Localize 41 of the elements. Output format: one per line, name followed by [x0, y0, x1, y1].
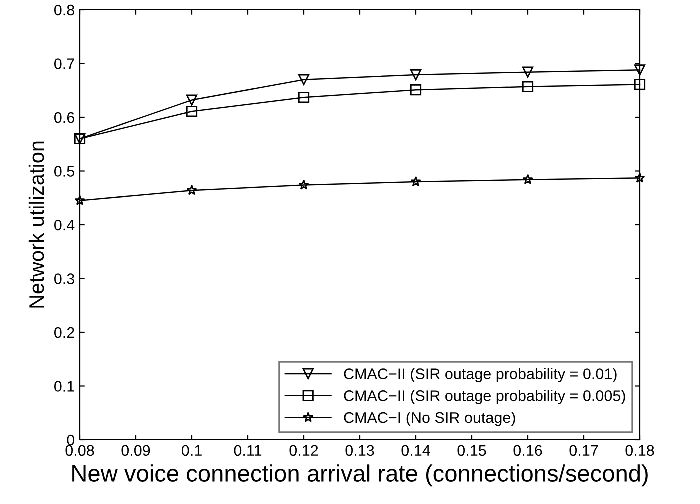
point	[634, 64, 646, 76]
point	[522, 66, 534, 78]
point	[634, 172, 646, 183]
x-tick-label: 0.08	[66, 445, 94, 456]
y-axis-title: Network utilization	[28, 142, 44, 308]
y-tick-label: 0.1	[54, 381, 74, 392]
point	[298, 92, 310, 104]
y-tick-label: 0.3	[54, 274, 74, 284]
y-tick-label: 0.5	[54, 166, 74, 177]
point	[298, 74, 310, 86]
point	[186, 185, 198, 196]
y-tick-label: 0.8	[54, 4, 74, 16]
legend-label: CMAC−I (No SIR outage)	[344, 412, 516, 426]
x-tick-label: 0.18	[626, 445, 654, 456]
legend-label: CMAC−II (SIR outage probability = 0.01)	[344, 368, 617, 382]
point	[634, 79, 646, 90]
x-tick-label: 0.15	[458, 445, 486, 456]
y-tick-label: 0.7	[54, 58, 74, 70]
x-tick-label: 0.16	[514, 445, 542, 456]
x-tick-label: 0.1	[182, 445, 202, 456]
point	[186, 94, 198, 106]
point	[522, 174, 534, 184]
point	[522, 81, 534, 92]
point	[74, 195, 86, 206]
y-tick-label: 0.2	[54, 327, 74, 338]
point	[186, 106, 198, 118]
x-axis-title: New voice connection arrival rate (connections/second)	[72, 464, 648, 487]
point	[298, 180, 310, 190]
x-tick-label: 0.13	[346, 445, 374, 456]
y-tick-label: 0	[67, 434, 75, 446]
x-tick-label: 0.17	[570, 445, 598, 456]
point	[410, 176, 422, 187]
x-tick-label: 0.14	[402, 445, 430, 456]
point	[410, 84, 422, 96]
x-tick-label: 0.12	[290, 445, 318, 456]
point	[410, 69, 422, 81]
x-tick-label: 0.11	[234, 445, 262, 456]
y-tick-label: 0.6	[54, 112, 74, 124]
y-tick-label: 0.4	[54, 220, 75, 231]
x-tick-label: 0.09	[122, 445, 150, 456]
legend-label: CMAC−II (SIR outage probability = 0.005)	[344, 390, 626, 404]
